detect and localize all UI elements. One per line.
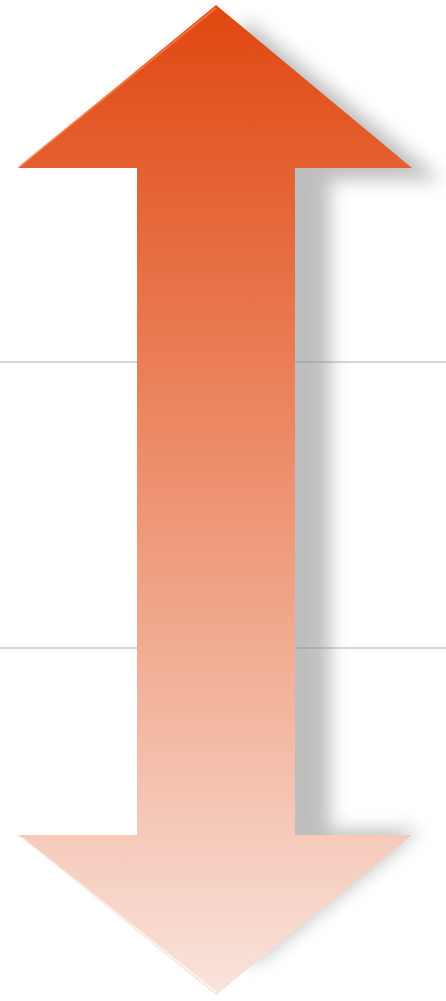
arrow-highlight: [19, 7, 217, 167]
arrow-highlight: [21, 837, 217, 993]
double-arrow: [18, 5, 412, 995]
